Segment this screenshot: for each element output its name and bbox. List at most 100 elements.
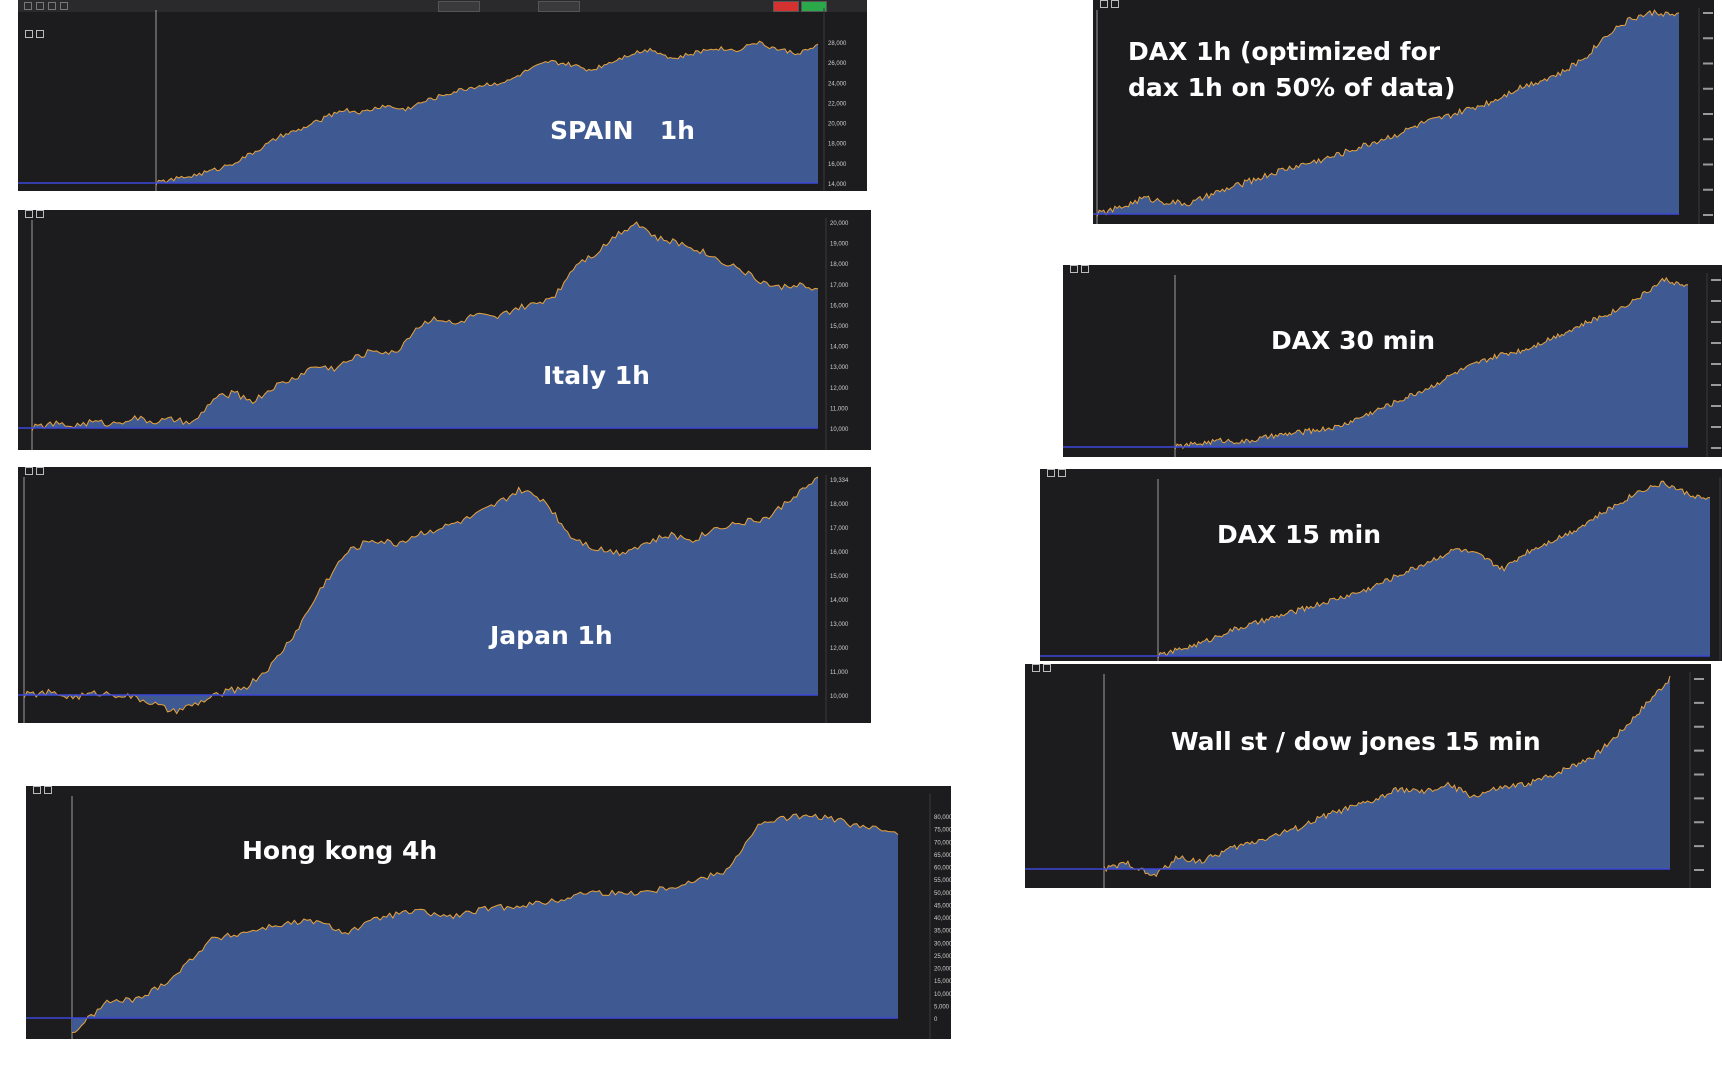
equity-line [71,813,899,1033]
y-tick-mark [1711,384,1721,386]
y-tick-label: 13,000 [830,622,849,628]
y-tick-label: 40,000 [934,916,951,922]
y-tick-label: 13,000 [830,365,849,371]
y-tick-label: 10,000 [830,427,849,433]
y-tick-mark [1703,37,1713,40]
y-tick-label: 15,000 [830,574,849,580]
y-tick-label: 20,000 [828,122,847,128]
y-tick-label: 20,000 [934,967,951,973]
y-tick-label: 45,000 [934,903,951,909]
chart-label-japan: Japan 1h [490,621,613,650]
y-tick-mark [1694,821,1704,824]
chart-label-wallst: Wall st / dow jones 15 min [1171,727,1541,756]
equity-line [155,40,819,186]
y-tick-mark [1694,749,1704,752]
equity-area [1104,676,1670,877]
y-tick-mark [1694,773,1704,776]
y-tick-label: 10,000 [934,992,951,998]
chart-panel-japan: 19,334 18,000 17,000 16,000 15,000 14,000 13,0… [18,467,871,723]
y-tick-mark [1694,869,1704,871]
y-tick-label: 26,000 [828,61,847,67]
y-tick-mark [1711,447,1721,449]
y-tick-label: 10,000 [830,694,849,700]
y-tick-label: 65,000 [934,853,951,859]
y-tick-mark [1694,797,1704,800]
chart-label-italy: Italy 1h [543,361,650,390]
y-tick-label: 35,000 [934,929,951,935]
panel-header [20,30,180,39]
y-tick-mark [1703,87,1713,90]
y-tick-mark [1711,321,1721,323]
y-tick-mark [1703,138,1713,141]
y-tick-label: 19,000 [830,242,849,248]
chart-svg-italy: 20,000 19,000 18,000 17,000 16,000 15,000 14,0… [18,218,849,450]
y-tick-label: 16,000 [830,303,849,309]
y-tick-label: 14,000 [828,182,847,188]
chart-svg-dax30 [1063,273,1721,457]
chart-panel-dax15: DAX 15 min [1040,469,1722,661]
panel-header [1027,664,1187,673]
chart-svg-dax15 [1040,477,1721,661]
y-tick-label: 50,000 [934,891,951,897]
y-tick-label: 22,000 [828,101,847,107]
y-tick-label: 18,000 [828,142,847,148]
chart-svg-dax1h [1093,8,1713,224]
y-tick-label: 0 [934,1017,938,1023]
panel-header [1095,0,1255,9]
panel-header [1042,469,1202,478]
chart-svg-spain: 28,000 26,000 24,000 22,000 20,000 18,000 16,0… [18,8,847,191]
panel-header [28,786,188,795]
y-tick-label: 15,000 [830,324,849,330]
y-tick-mark [1703,188,1713,191]
y-tick-label: 14,000 [830,345,849,351]
y-tick-mark [1694,725,1704,728]
y-tick-label: 5,000 [934,1004,950,1010]
chart-panel-hongkong: 80,000 75,000 70,000 65,000 60,000 55,000 50,0… [26,786,951,1039]
y-tick-mark [1694,678,1704,680]
y-tick-label: 25,000 [934,954,951,960]
equity-line [31,221,819,432]
y-tick-label: 15,000 [934,979,951,985]
y-tick-label: 17,000 [830,526,849,532]
y-tick-label: 80,000 [934,815,951,821]
chart-label-dax30: DAX 30 min [1271,326,1435,355]
y-tick-mark [1703,62,1713,65]
y-tick-mark [1703,113,1713,115]
y-tick-label: 11,000 [830,406,849,412]
y-tick-label: 70,000 [934,840,951,846]
equity-area [1158,481,1710,659]
y-tick-label: 20,000 [830,221,849,227]
y-tick-label: 12,000 [830,386,849,392]
y-tick-mark [1703,163,1713,166]
y-tick-mark [1711,279,1721,281]
y-tick-label: 19,334 [830,478,849,484]
chart-label-hongkong: Hong kong 4h [242,836,438,865]
platform-toolbar[interactable] [18,0,867,12]
equity-line [1103,675,1671,878]
y-tick-mark [1711,405,1721,407]
y-tick-mark [1694,701,1704,704]
y-tick-label: 75,000 [934,828,951,834]
panel-header [20,210,180,219]
y-tick-label: 12,000 [830,646,849,652]
chart-svg-hongkong: 80,000 75,000 70,000 65,000 60,000 55,000 50,0… [26,794,951,1039]
equity-line [23,476,819,715]
y-tick-mark [1694,845,1704,848]
y-tick-label: 11,000 [830,670,849,676]
y-tick-label: 16,000 [828,162,847,168]
chart-label-dax15: DAX 15 min [1217,520,1381,549]
equity-area [32,222,818,431]
y-tick-mark [1711,363,1721,365]
y-tick-label: 18,000 [830,502,849,508]
y-tick-label: 18,000 [830,262,849,268]
y-tick-mark [1711,342,1721,344]
y-tick-label: 60,000 [934,866,951,872]
equity-area [24,477,818,714]
y-tick-label: 28,000 [828,41,847,47]
equity-area [156,41,818,186]
chart-panel-spain: 28,000 26,000 24,000 22,000 20,000 18,000 16,0… [18,0,867,191]
equity-line [1174,276,1689,450]
y-tick-label: 30,000 [934,941,951,947]
equity-area [1175,277,1688,450]
chart-svg-japan: 19,334 18,000 17,000 16,000 15,000 14,000 13,0… [18,475,849,723]
